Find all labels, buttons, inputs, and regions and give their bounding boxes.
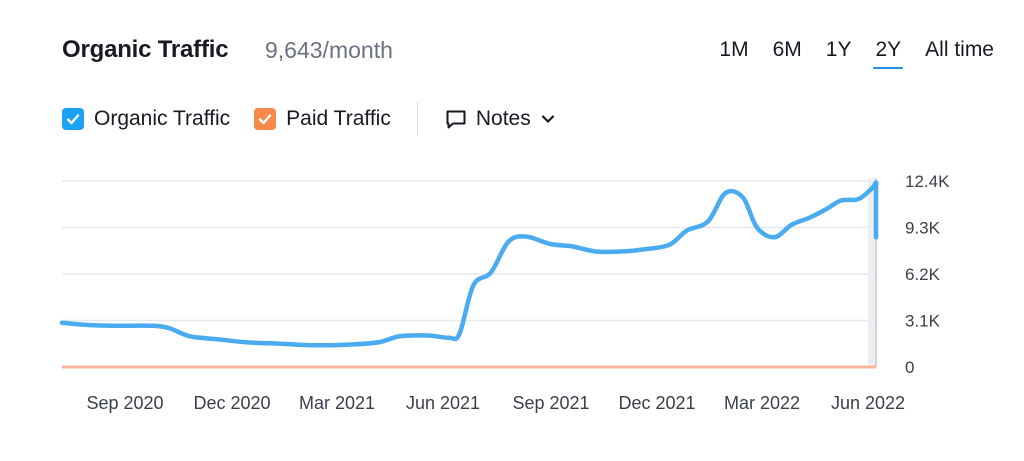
organic-checkbox-icon[interactable] bbox=[62, 108, 84, 130]
y-tick-label: 12.4K bbox=[905, 172, 950, 191]
notes-dropdown[interactable]: Notes bbox=[444, 107, 555, 131]
y-tick-label: 9.3K bbox=[905, 219, 941, 238]
range-1y[interactable]: 1Y bbox=[825, 38, 852, 61]
x-tick-label: Jun 2021 bbox=[406, 393, 480, 413]
series-line-organic-traffic bbox=[59, 180, 879, 348]
x-tick-label: Mar 2021 bbox=[299, 393, 375, 413]
y-tick-label: 0 bbox=[905, 358, 914, 377]
legend-paid-traffic[interactable]: Paid Traffic bbox=[254, 107, 391, 131]
range-all-time[interactable]: All time bbox=[925, 38, 994, 61]
x-tick-label: Dec 2021 bbox=[618, 393, 695, 413]
range-2y[interactable]: 2Y bbox=[873, 38, 903, 69]
legend-organic-traffic[interactable]: Organic Traffic bbox=[62, 107, 230, 131]
chart-title: Organic Traffic bbox=[62, 36, 229, 63]
traffic-metric: 9,643/month bbox=[265, 37, 393, 63]
legend-divider bbox=[416, 102, 418, 136]
paid-checkbox-icon[interactable] bbox=[254, 108, 277, 130]
chart-header: Organic Traffic 9,643/month 1M 6M 1Y 2Y … bbox=[62, 34, 1002, 70]
x-tick-label: Mar 2022 bbox=[724, 393, 800, 413]
x-tick-label: Sep 2021 bbox=[512, 393, 589, 413]
x-tick-label: Dec 2020 bbox=[193, 393, 270, 413]
range-1m[interactable]: 1M bbox=[719, 38, 749, 61]
time-range-selector: 1M 6M 1Y 2Y All time bbox=[719, 38, 994, 69]
legend-label-paid: Paid Traffic bbox=[286, 107, 391, 130]
range-6m[interactable]: 6M bbox=[772, 38, 802, 61]
y-tick-label: 3.1K bbox=[905, 312, 941, 331]
x-tick-label: Sep 2020 bbox=[86, 393, 163, 413]
chevron-down-icon bbox=[541, 115, 554, 123]
notes-label: Notes bbox=[475, 107, 531, 130]
y-tick-label: 6.2K bbox=[905, 265, 941, 284]
chart-right-edge-band bbox=[868, 178, 877, 367]
legend-label-organic: Organic Traffic bbox=[94, 107, 231, 130]
notes-comment-icon bbox=[446, 110, 466, 129]
x-tick-label: Jun 2022 bbox=[831, 393, 905, 413]
chart-legend: Organic Traffic Paid Traffic Notes bbox=[62, 102, 555, 136]
